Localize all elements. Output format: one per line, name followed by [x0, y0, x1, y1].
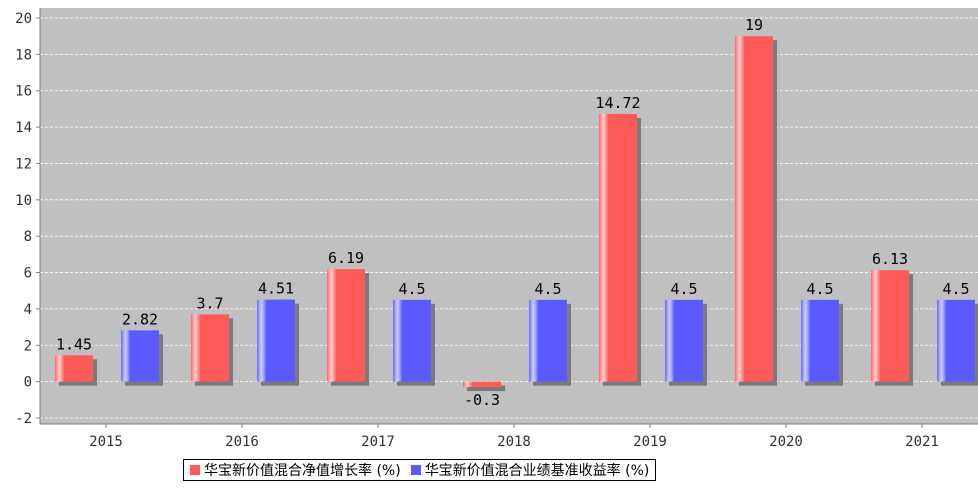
x-tick-label: 2018 — [497, 434, 531, 450]
bar — [121, 330, 159, 382]
bar — [191, 314, 229, 382]
bar — [801, 299, 839, 382]
bar — [55, 355, 93, 382]
data-label: 4.51 — [258, 280, 294, 298]
y-tick-label: 14 — [15, 120, 32, 136]
bar — [463, 381, 501, 388]
data-label: 4.5 — [398, 280, 425, 298]
bar — [327, 269, 365, 382]
data-label: 4.5 — [942, 280, 969, 298]
data-label: 2.82 — [122, 310, 158, 328]
data-label: 3.7 — [196, 294, 223, 312]
legend-label-series-1: 华宝新价值混合净值增长率 (%) — [204, 463, 401, 479]
x-tick-label: 2015 — [89, 434, 123, 450]
y-tick-label: 8 — [24, 229, 32, 245]
y-tick-label: 2 — [24, 338, 32, 354]
bar — [735, 36, 773, 382]
y-tick-label: 12 — [15, 156, 32, 172]
bar — [393, 299, 431, 382]
y-tick-label: 16 — [15, 84, 32, 100]
bar — [599, 114, 637, 382]
bar — [665, 299, 703, 382]
bar — [871, 270, 909, 382]
y-tick-label: 18 — [15, 47, 32, 63]
y-tick-label: -2 — [15, 411, 32, 427]
data-label: 4.5 — [670, 280, 697, 298]
legend-item-series-1: 华宝新价值混合净值增长率 (%) — [190, 460, 401, 480]
data-label: 6.13 — [872, 250, 908, 268]
legend: 华宝新价值混合净值增长率 (%) 华宝新价值混合业绩基准收益率 (%) — [183, 459, 657, 481]
data-label: 6.19 — [328, 249, 364, 267]
bar-shadow — [467, 385, 505, 392]
x-tick-label: 2021 — [905, 434, 939, 450]
legend-item-series-2: 华宝新价值混合业绩基准收益率 (%) — [410, 460, 650, 480]
data-label: 19 — [745, 16, 763, 34]
data-label: -0.3 — [464, 391, 500, 409]
y-tick-label: 20 — [15, 11, 32, 27]
data-label: 4.5 — [534, 280, 561, 298]
bar — [529, 299, 567, 382]
y-tick-label: 6 — [24, 266, 32, 282]
legend-swatch-series-1 — [190, 465, 200, 475]
legend-swatch-series-2 — [410, 465, 421, 475]
bar — [937, 299, 975, 382]
y-tick-label: 4 — [24, 302, 32, 318]
data-label: 14.72 — [595, 94, 640, 112]
legend-label-series-2: 华宝新价值混合业绩基准收益率 (%) — [424, 463, 650, 479]
y-tick-label: 0 — [24, 375, 32, 391]
x-tick-label: 2016 — [225, 434, 259, 450]
x-tick-label: 2020 — [769, 434, 803, 450]
x-tick-label: 2019 — [633, 434, 667, 450]
data-label: 1.45 — [56, 335, 92, 353]
y-tick-label: 10 — [15, 193, 32, 209]
x-tick-label: 2017 — [361, 434, 395, 450]
bar — [257, 299, 295, 382]
data-label: 4.5 — [806, 280, 833, 298]
